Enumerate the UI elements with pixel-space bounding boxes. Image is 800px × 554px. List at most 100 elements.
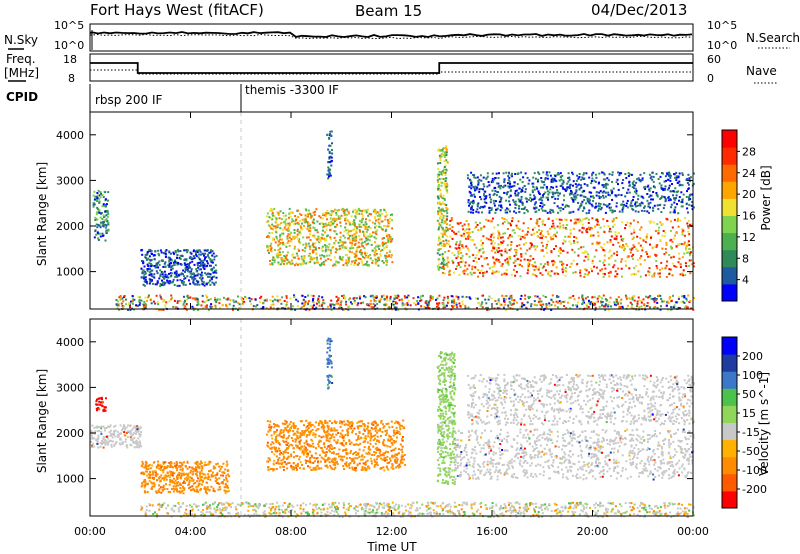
scatter-cell	[485, 197, 487, 200]
scatter-cell	[309, 253, 311, 256]
scatter-cell	[525, 200, 528, 203]
scatter-cell	[315, 302, 318, 305]
scatter-cell	[381, 237, 384, 240]
scatter-cell	[385, 264, 388, 266]
velocity-scatter-cells	[90, 337, 695, 518]
scatter-cell	[641, 246, 644, 249]
scatter-cell	[267, 220, 270, 223]
scatter-cell	[604, 183, 607, 186]
scatter-cell	[322, 301, 325, 304]
scatter-cell	[185, 298, 188, 301]
scatter-cell	[392, 303, 395, 306]
scatter-cell	[524, 297, 527, 300]
scatter-cell	[557, 191, 560, 194]
scatter-cell	[338, 256, 341, 259]
scatter-cell	[148, 248, 151, 251]
scatter-cell	[478, 188, 481, 191]
scatter-cell	[579, 184, 582, 187]
scatter-cell	[534, 196, 537, 199]
scatter-cell	[93, 203, 96, 206]
scatter-cell	[265, 307, 268, 309]
scatter-cell	[176, 462, 179, 465]
scatter-cell	[213, 258, 216, 261]
scatter-cell	[485, 302, 488, 305]
scatter-cell	[294, 220, 297, 223]
scatter-cell	[137, 437, 140, 440]
scatter-cell	[591, 217, 594, 220]
scatter-cell	[120, 302, 123, 305]
scatter-cell	[442, 171, 445, 174]
scatter-cell	[438, 248, 441, 250]
scatter-cell	[599, 226, 602, 229]
scatter-cell	[368, 264, 371, 267]
scatter-cell	[181, 254, 184, 257]
scatter-cell	[692, 296, 695, 299]
scatter-cell	[133, 446, 136, 449]
scatter-cell	[645, 251, 648, 253]
scatter-cell	[509, 256, 512, 259]
scatter-cell	[562, 208, 565, 211]
scatter-cell	[692, 265, 695, 268]
scatter-cell	[519, 247, 522, 250]
scatter-cell	[440, 262, 443, 265]
scatter-cell	[368, 225, 371, 228]
scatter-cell	[267, 234, 270, 237]
scatter-cell	[546, 261, 549, 264]
scatter-cell	[309, 256, 312, 259]
scatter-cell	[640, 226, 643, 229]
scatter-cell	[378, 215, 381, 218]
scatter-cell	[119, 295, 122, 297]
scatter-cell	[686, 182, 689, 184]
scatter-cell	[113, 443, 116, 446]
scatter-cell	[245, 297, 248, 300]
scatter-cell	[164, 474, 167, 477]
scatter-cell	[439, 149, 442, 152]
scatter-cell	[494, 200, 497, 203]
scatter-cell	[688, 203, 691, 206]
scatter-cell	[512, 303, 515, 306]
scatter-cell	[603, 225, 606, 228]
scatter-cell	[122, 305, 125, 308]
scatter-cell	[94, 216, 97, 219]
scatter-cell	[440, 171, 443, 174]
scatter-cell	[653, 272, 656, 275]
scatter-cell	[610, 189, 613, 192]
scatter-cell	[277, 240, 280, 243]
scatter-cell	[354, 208, 357, 211]
scatter-cell	[444, 220, 447, 223]
scatter-cell	[106, 220, 109, 223]
scatter-cell	[154, 302, 157, 305]
scatter-cell	[339, 241, 342, 244]
scatter-cell	[98, 426, 101, 429]
scatter-cell	[608, 301, 611, 304]
scatter-cell	[123, 427, 126, 430]
scatter-cell	[324, 231, 326, 234]
scatter-cell	[382, 261, 385, 264]
scatter-cell	[551, 260, 554, 263]
scatter-cell	[350, 247, 353, 250]
scatter-cell	[504, 272, 507, 274]
scatter-cell	[552, 195, 555, 198]
scatter-cell	[566, 264, 568, 267]
scatter-cell	[668, 172, 671, 175]
scatter-cell	[603, 264, 606, 267]
scatter-cell	[552, 186, 555, 189]
scatter-cell	[179, 258, 182, 260]
scatter-cell	[652, 180, 655, 183]
scatter-cell	[365, 209, 368, 212]
scatter-cell	[446, 264, 449, 267]
scatter-cell	[485, 257, 488, 259]
scatter-cell	[317, 237, 320, 240]
scatter-cell	[472, 238, 475, 241]
scatter-cell	[218, 483, 221, 485]
scatter-cell	[633, 299, 636, 302]
scatter-cell	[93, 437, 96, 440]
scatter-cell	[461, 244, 464, 246]
scatter-cell	[481, 242, 484, 245]
scatter-cell	[659, 268, 661, 271]
scatter-cell	[153, 470, 155, 473]
scatter-cell	[316, 258, 319, 261]
scatter-cell	[539, 202, 542, 204]
scatter-cell	[101, 218, 104, 220]
scatter-cell	[374, 263, 377, 266]
